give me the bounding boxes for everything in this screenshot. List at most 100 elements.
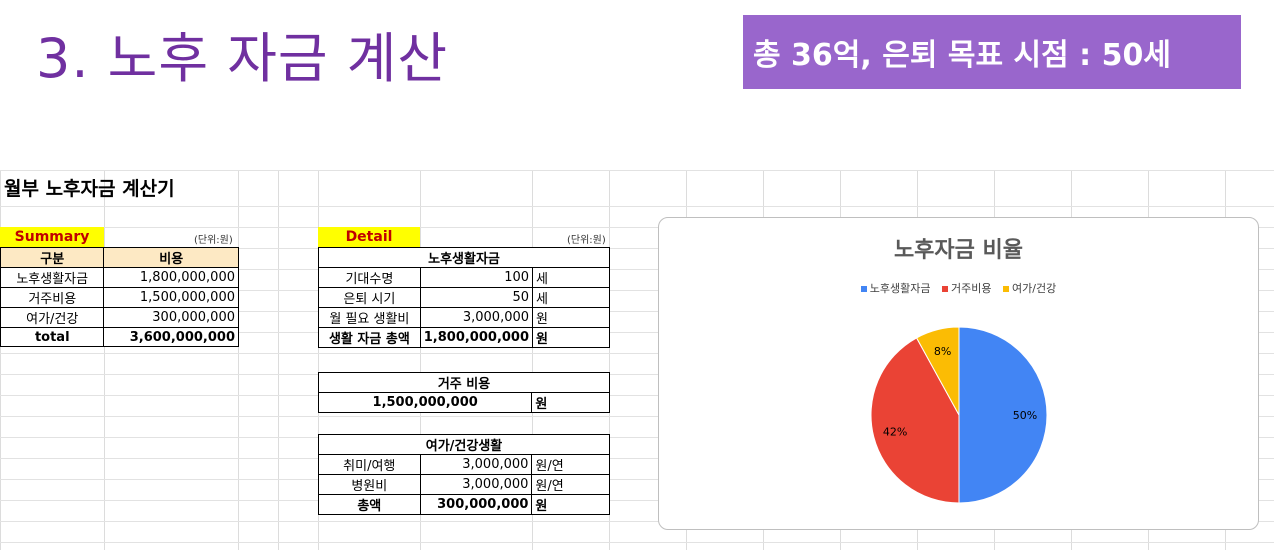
pie-data-label: 8% [934, 345, 951, 358]
leisure-total-label[interactable]: 총액 [318, 494, 421, 515]
pie-data-label: 42% [883, 425, 907, 438]
slide-title: 3. 노후 자금 계산 [36, 27, 449, 90]
leisure-cell-unit[interactable]: 원/연 [531, 474, 610, 495]
legend-item: 여가/건강 [1003, 282, 1056, 295]
gridline [0, 227, 1274, 228]
living-fund-table: 노후생활자금 기대수명 100 세 은퇴 시기 50 세 월 필요 생활비 3,… [318, 247, 610, 348]
table-row-total: total 3,600,000,000 [0, 327, 239, 347]
leisure-cell-value[interactable]: 3,000,000 [419, 454, 533, 475]
gridline [0, 395, 1274, 396]
table-row: 취미/여행 3,000,000 원/연 [318, 454, 610, 475]
housing-title[interactable]: 거주 비용 [318, 372, 610, 393]
leisure-total-unit[interactable]: 원 [531, 494, 610, 515]
table-row: 노후생활자금 1,800,000,000 [0, 267, 239, 288]
pie-slice-1[interactable] [958, 326, 1048, 504]
legend-label: 여가/건강 [1012, 282, 1057, 295]
living-cell-value[interactable]: 50 [419, 287, 534, 308]
gridline [0, 353, 1274, 354]
gridline [0, 500, 1274, 501]
table-row-total: 생활 자금 총액 1,800,000,000 원 [318, 327, 610, 348]
living-cell-value[interactable]: 3,000,000 [419, 307, 534, 328]
housing-value[interactable]: 1,500,000,000 [317, 392, 533, 413]
summary-cell-value[interactable]: 1,800,000,000 [103, 267, 239, 288]
summary-cell-name[interactable]: 여가/건강 [0, 307, 105, 328]
leisure-cell-value[interactable]: 3,000,000 [419, 474, 533, 495]
legend-swatch [860, 286, 867, 292]
gridline [238, 170, 239, 550]
leisure-cell-unit[interactable]: 원/연 [531, 454, 610, 475]
living-cell-name[interactable]: 월 필요 생활비 [318, 307, 421, 328]
living-cell-name[interactable]: 은퇴 시기 [318, 287, 421, 308]
living-cell-unit[interactable]: 세 [532, 287, 610, 308]
table-row: 기대수명 100 세 [318, 267, 610, 288]
summary-header-category[interactable]: 구분 [0, 247, 105, 268]
legend-item: 거주비용 [942, 282, 992, 295]
chart-legend: 노후생활자금 거주비용 여가/건강 [659, 280, 1258, 296]
legend-swatch [1003, 286, 1010, 292]
detail-unit: (단위:원) [567, 235, 606, 246]
table-row: 은퇴 시기 50 세 [318, 287, 610, 308]
gridline [0, 416, 1274, 417]
table-row-total: 총액 300,000,000 원 [318, 494, 610, 515]
summary-unit: (단위:원) [194, 235, 233, 246]
leisure-cell-name[interactable]: 취미/여행 [318, 454, 421, 475]
pie-chart[interactable]: 노후자금 비율 노후생활자금 거주비용 여가/건강 50% 42% 8% [658, 217, 1259, 530]
pie-slice-2[interactable] [870, 337, 960, 504]
pie-plot: 50% 42% 8% [870, 326, 1048, 504]
gridline [0, 290, 1274, 291]
legend-label: 거주비용 [951, 282, 992, 295]
living-cell-unit[interactable]: 세 [532, 267, 610, 288]
gridline [0, 542, 1274, 543]
table-row-total: 1,500,000,000 원 [317, 392, 610, 413]
table-row: 월 필요 생활비 3,000,000 원 [318, 307, 610, 328]
gridline [0, 248, 1274, 249]
gridline [609, 170, 610, 550]
living-cell-unit[interactable]: 원 [532, 307, 610, 328]
goal-text: 총 36억, 은퇴 목표 시점 : 50세 [753, 38, 1171, 73]
gridline [0, 269, 1274, 270]
leisure-total-value[interactable]: 300,000,000 [419, 494, 533, 515]
leisure-cell-name[interactable]: 병원비 [318, 474, 421, 495]
summary-cell-name[interactable]: 거주비용 [0, 287, 105, 308]
summary-header-cost[interactable]: 비용 [103, 247, 239, 268]
gridline [532, 170, 533, 550]
living-total-unit[interactable]: 원 [532, 327, 610, 348]
gridline [0, 374, 1274, 375]
leisure-title[interactable]: 여가/건강생활 [318, 434, 610, 455]
living-fund-title[interactable]: 노후생활자금 [318, 247, 610, 268]
gridline [420, 170, 421, 550]
living-cell-name[interactable]: 기대수명 [318, 267, 421, 288]
housing-table: 거주 비용 1,500,000,000 원 [317, 372, 610, 413]
gridline [0, 332, 1274, 333]
pie-slice-3[interactable] [915, 326, 960, 416]
legend-swatch [942, 286, 949, 292]
summary-cell-value[interactable]: 1,500,000,000 [103, 287, 239, 308]
summary-total-label[interactable]: total [0, 327, 105, 347]
gridline [0, 479, 1274, 480]
summary-total-value[interactable]: 3,600,000,000 [103, 327, 239, 347]
sheet-title: 월부 노후자금 계산기 [4, 178, 175, 200]
summary-label[interactable]: Summary [0, 227, 104, 247]
housing-unit[interactable]: 원 [531, 392, 610, 413]
pie-data-label: 50% [1013, 409, 1037, 422]
gridline [0, 458, 1274, 459]
table-row: 거주비용 1,500,000,000 [0, 287, 239, 308]
leisure-health-table: 여가/건강생활 취미/여행 3,000,000 원/연 병원비 3,000,00… [318, 434, 610, 515]
summary-cell-value[interactable]: 300,000,000 [103, 307, 239, 328]
gridline [0, 311, 1274, 312]
table-row: 여가/건강 300,000,000 [0, 307, 239, 328]
legend-label: 노후생활자금 [869, 282, 931, 295]
gridline [278, 170, 279, 550]
gridline [0, 206, 1274, 207]
gridline [104, 170, 105, 550]
living-cell-value[interactable]: 100 [419, 267, 534, 288]
legend-item: 노후생활자금 [860, 282, 931, 295]
summary-cell-name[interactable]: 노후생활자금 [0, 267, 105, 288]
living-total-value[interactable]: 1,800,000,000 [419, 327, 534, 348]
living-total-label[interactable]: 생활 자금 총액 [318, 327, 421, 348]
summary-table: 구분 비용 노후생활자금 1,800,000,000 거주비용 1,500,00… [0, 247, 239, 347]
gridline [0, 521, 1274, 522]
detail-label[interactable]: Detail [318, 227, 420, 247]
gridline [0, 437, 1274, 438]
gridline [318, 170, 319, 550]
